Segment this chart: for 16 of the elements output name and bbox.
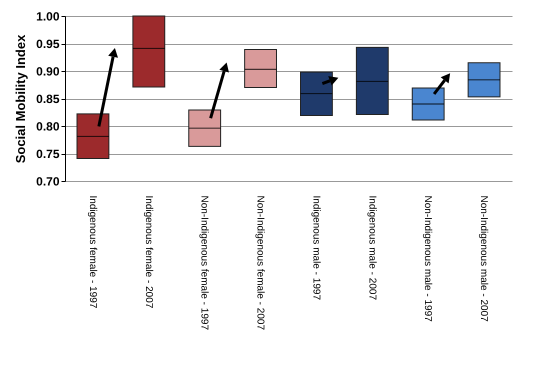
y-tick-label: 0.90 — [36, 64, 60, 78]
x-tick-label: Non-Indigenous male - 1997 — [422, 196, 434, 322]
x-tick-label: Non-Indigenous female - 1997 — [198, 196, 210, 330]
y-tick-label: 0.85 — [36, 92, 60, 106]
x-tick-label: Non-Indigenous male - 2007 — [478, 196, 490, 322]
x-tick-label: Indigenous male - 1997 — [310, 196, 322, 300]
x-tick-label: Indigenous male - 2007 — [366, 196, 378, 300]
y-tick-label: 1.00 — [36, 10, 60, 24]
x-tick-label: Indigenous female - 2007 — [142, 196, 154, 309]
y-tick-label: 0.95 — [36, 37, 60, 51]
x-tick-label: Non-Indigenous female - 2007 — [254, 196, 266, 330]
y-tick-label: 0.75 — [36, 147, 60, 161]
y-tick-label: 0.80 — [36, 120, 60, 134]
x-tick-label: Indigenous female - 1997 — [86, 196, 98, 309]
y-axis-title: Social Mobility Index — [13, 34, 28, 164]
y-tick-label: 0.70 — [36, 174, 60, 188]
